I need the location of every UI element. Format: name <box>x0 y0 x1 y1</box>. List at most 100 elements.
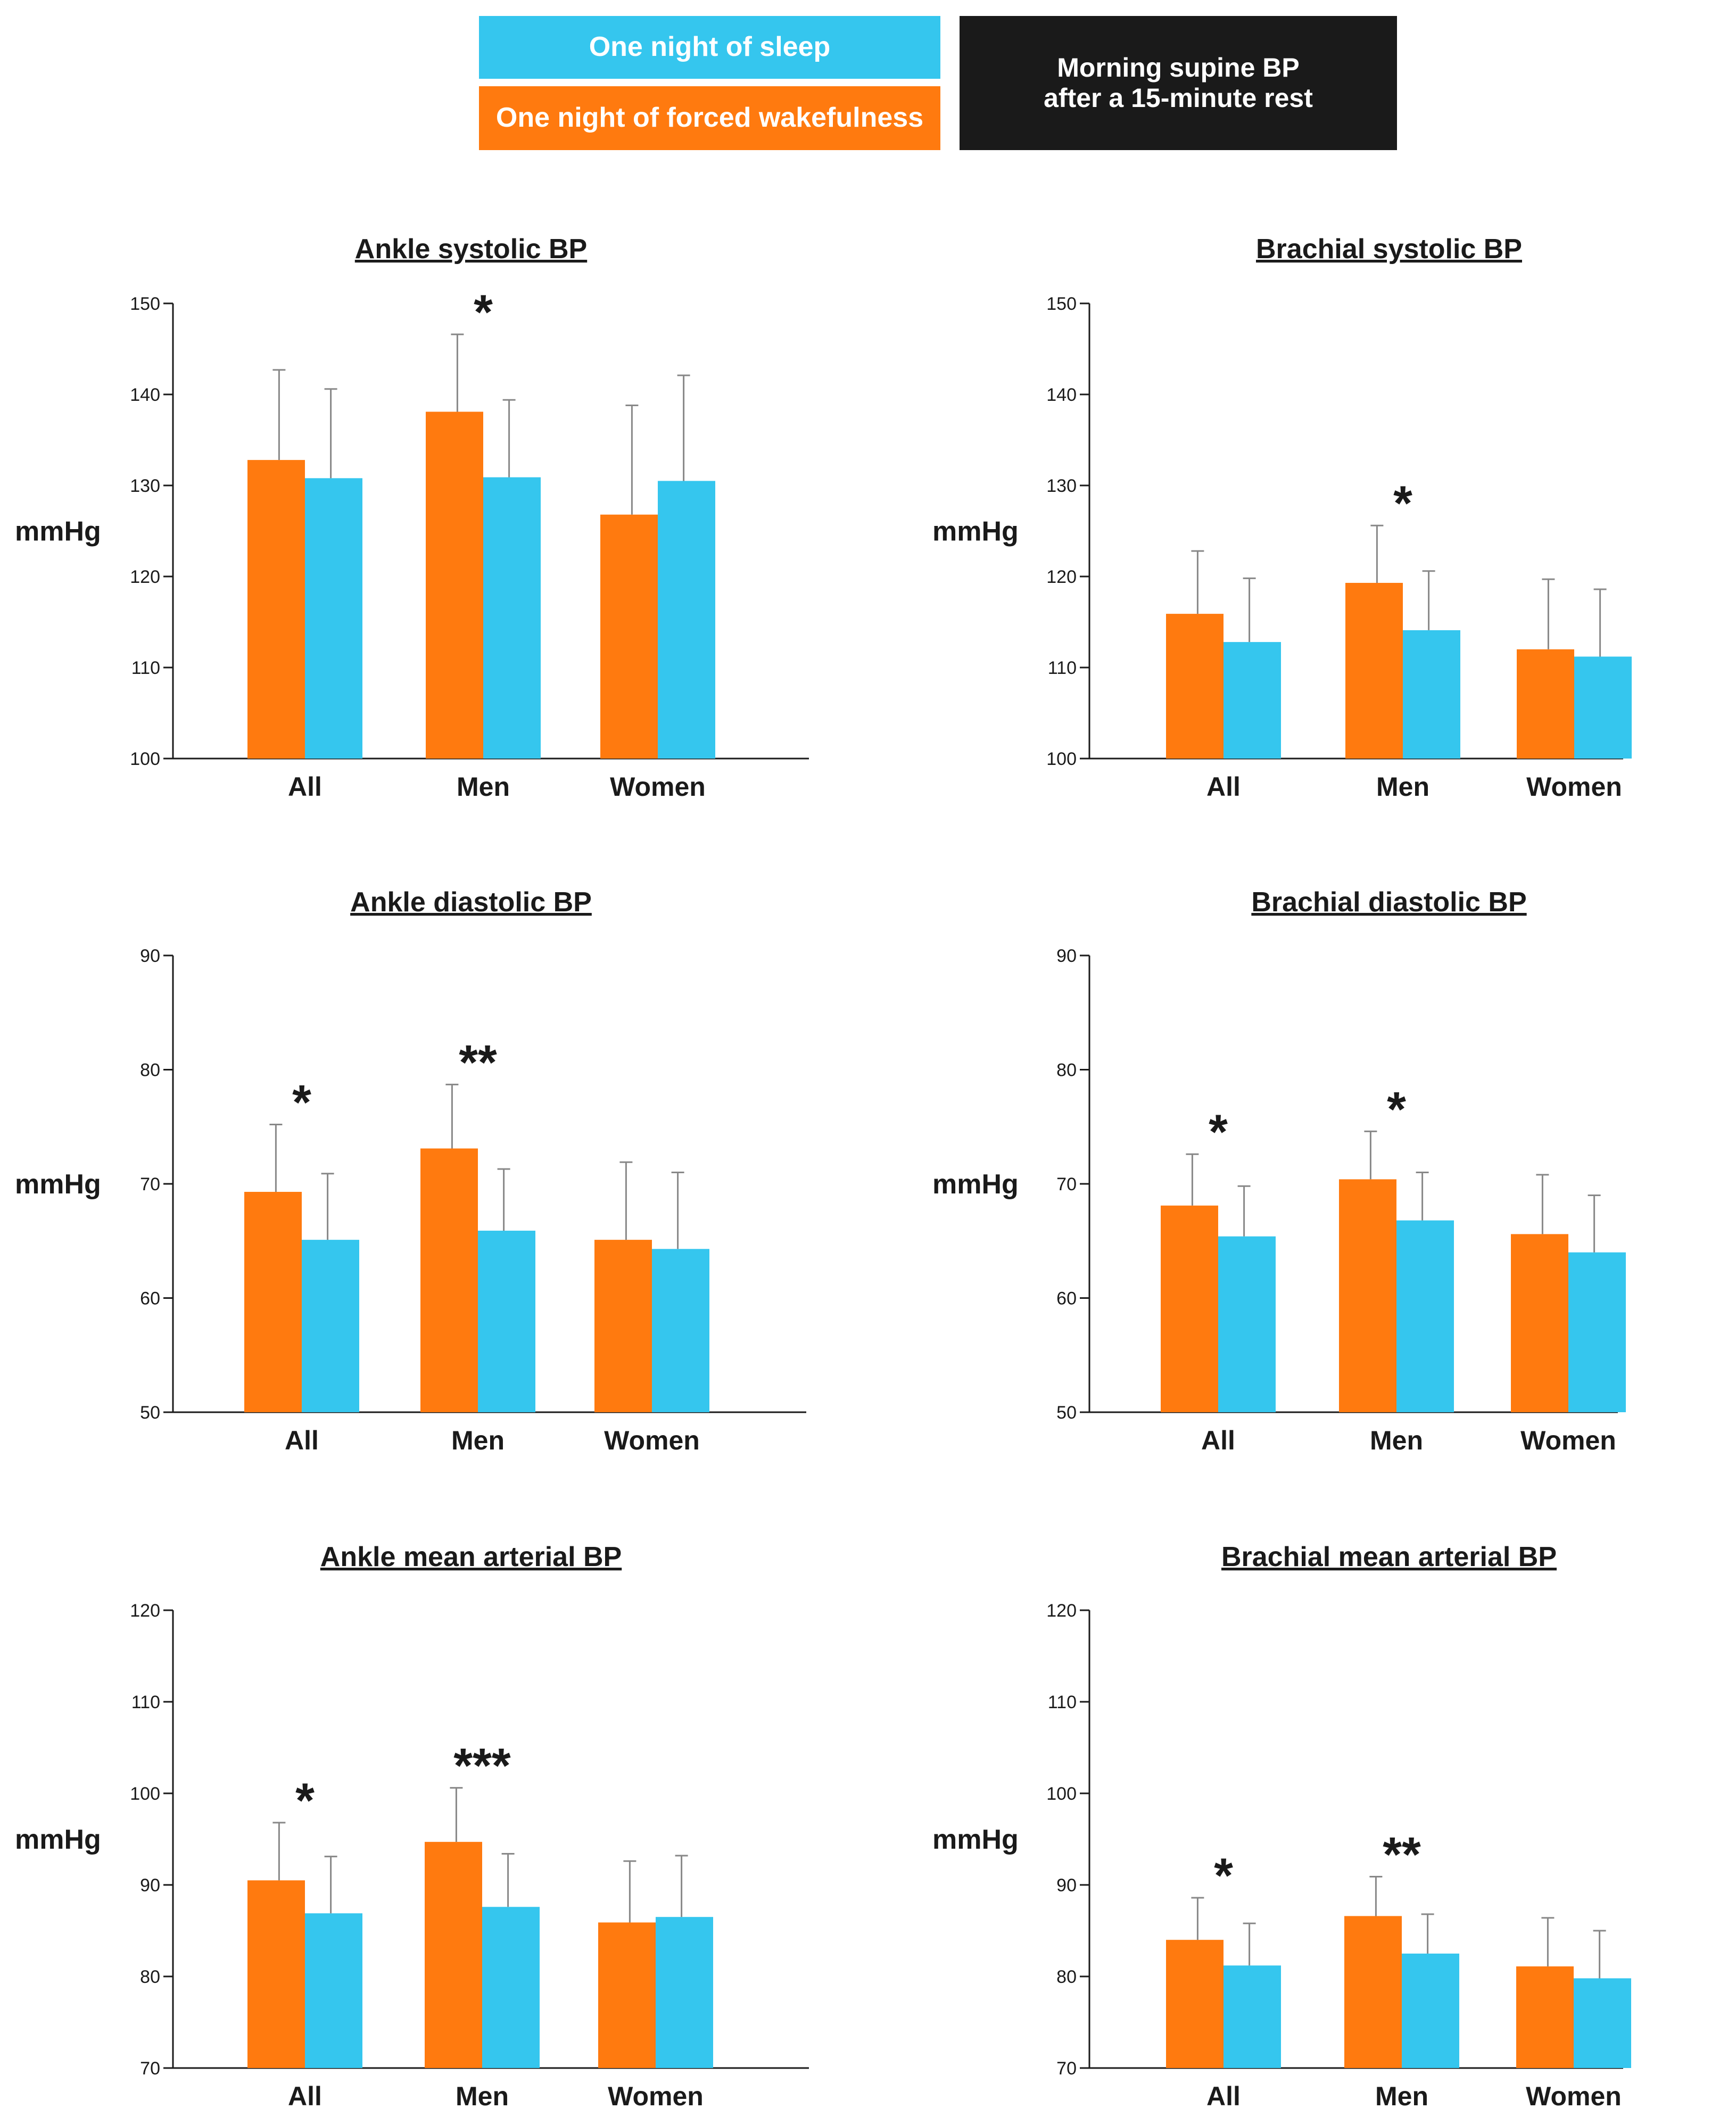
condition-line-2: after a 15-minute rest <box>1044 83 1313 113</box>
y-tick-label: 60 <box>140 1289 160 1309</box>
bar-sleep-women <box>1574 1978 1631 2068</box>
bar-wake-men <box>1345 582 1403 759</box>
x-category-label: Men <box>456 2081 509 2111</box>
y-axis-label: mmHg <box>15 516 101 547</box>
bar-sleep-all <box>302 1240 359 1412</box>
chart-title: Brachial diastolic BP <box>1251 887 1526 918</box>
x-category-label: Women <box>604 1426 700 1455</box>
significance-marker: * <box>474 285 493 340</box>
y-axis-label: mmHg <box>932 516 1019 547</box>
y-tick-label: 140 <box>1046 385 1077 405</box>
y-tick-label: 80 <box>140 1060 160 1081</box>
x-category-label: All <box>1201 1426 1235 1455</box>
bar-sleep-men <box>482 1907 540 2068</box>
y-tick-label: 100 <box>1046 1784 1077 1804</box>
chart-title: Ankle mean arterial BP <box>320 1542 622 1572</box>
bar-wake-all <box>1161 1205 1218 1412</box>
x-category-label: Men <box>1375 2081 1428 2111</box>
y-tick-label: 90 <box>140 946 160 966</box>
bar-sleep-men <box>1402 1954 1459 2068</box>
bar-wake-women <box>1517 649 1574 759</box>
x-category-label: All <box>288 772 322 802</box>
y-tick-label: 100 <box>1046 749 1077 769</box>
bar-sleep-women <box>1568 1252 1626 1412</box>
x-category-label: All <box>288 2081 322 2111</box>
y-tick-label: 80 <box>140 1967 160 1987</box>
y-tick-label: 110 <box>1048 1692 1077 1712</box>
x-category-label: All <box>285 1426 319 1455</box>
y-tick-label: 100 <box>130 749 160 769</box>
y-axis-label: mmHg <box>932 1824 1019 1855</box>
bar-sleep-men <box>1396 1220 1454 1412</box>
bar-wake-women <box>598 1922 656 2068</box>
bar-wake-all <box>247 460 305 759</box>
y-tick-label: 90 <box>140 1875 160 1896</box>
bar-wake-women <box>600 514 658 759</box>
bar-wake-all <box>244 1192 302 1412</box>
significance-marker: * <box>1387 1082 1406 1136</box>
bar-wake-all <box>1166 614 1224 759</box>
bar-sleep-all <box>305 478 362 759</box>
y-tick-label: 90 <box>1056 946 1077 966</box>
y-tick-label: 130 <box>1046 476 1077 496</box>
y-tick-label: 110 <box>131 658 160 678</box>
significance-marker: * <box>1214 1849 1233 1903</box>
y-tick-label: 70 <box>1056 1174 1077 1195</box>
bar-sleep-men <box>1403 630 1460 759</box>
significance-marker: * <box>1393 476 1412 531</box>
y-axis-label: mmHg <box>932 1169 1019 1200</box>
x-category-label: Women <box>1526 772 1622 802</box>
x-category-label: Women <box>1526 2081 1622 2111</box>
condition-box: Morning supine BP after a 15-minute rest <box>960 16 1397 150</box>
bar-sleep-all <box>305 1913 362 2068</box>
bar-wake-men <box>426 411 483 759</box>
x-category-label: Women <box>1520 1426 1616 1455</box>
y-tick-label: 140 <box>130 385 160 405</box>
legend-wake-swatch: One night of forced wakefulness <box>479 86 940 150</box>
y-tick-label: 120 <box>130 567 160 587</box>
significance-marker: ** <box>1383 1828 1421 1882</box>
x-category-label: Men <box>1376 772 1429 802</box>
legend-wake-label: One night of forced wakefulness <box>495 102 924 134</box>
significance-marker: *** <box>453 1739 511 1793</box>
chart-title: Brachial systolic BP <box>1256 234 1522 265</box>
x-category-label: Women <box>608 2081 704 2111</box>
significance-marker: * <box>295 1774 315 1828</box>
bar-sleep-men <box>478 1230 535 1412</box>
y-tick-label: 80 <box>1056 1967 1077 1987</box>
y-tick-label: 90 <box>1056 1875 1077 1896</box>
bar-sleep-women <box>658 481 715 759</box>
bar-wake-men <box>425 1842 482 2068</box>
bar-wake-men <box>1344 1916 1402 2068</box>
y-tick-label: 100 <box>130 1784 160 1804</box>
y-tick-label: 110 <box>1048 658 1077 678</box>
significance-marker: ** <box>459 1035 497 1090</box>
x-category-label: All <box>1206 772 1241 802</box>
y-tick-label: 80 <box>1056 1060 1077 1081</box>
bar-sleep-all <box>1224 1965 1281 2068</box>
bar-sleep-all <box>1218 1236 1276 1412</box>
x-category-label: Women <box>610 772 706 802</box>
x-category-label: Men <box>451 1426 505 1455</box>
significance-marker: * <box>292 1075 311 1130</box>
legend-sleep-swatch: One night of sleep <box>479 16 940 79</box>
bar-sleep-women <box>1574 656 1632 759</box>
chart-title: Brachial mean arterial BP <box>1221 1542 1557 1572</box>
y-tick-label: 150 <box>1046 294 1077 314</box>
bar-sleep-all <box>1224 642 1281 759</box>
y-tick-label: 150 <box>130 294 160 314</box>
condition-line-1: Morning supine BP <box>1057 52 1300 83</box>
y-tick-label: 120 <box>1046 567 1077 587</box>
y-axis-label: mmHg <box>15 1169 101 1200</box>
y-tick-label: 70 <box>140 2058 160 2079</box>
bar-wake-all <box>247 1880 305 2068</box>
legend-sleep-label: One night of sleep <box>589 31 831 63</box>
y-tick-label: 50 <box>140 1403 160 1423</box>
y-axis-label: mmHg <box>15 1824 101 1855</box>
bar-wake-women <box>1516 1966 1574 2068</box>
y-tick-label: 110 <box>131 1692 160 1712</box>
bar-sleep-women <box>656 1917 713 2068</box>
significance-marker: * <box>1209 1105 1228 1159</box>
y-tick-label: 50 <box>1056 1403 1077 1423</box>
